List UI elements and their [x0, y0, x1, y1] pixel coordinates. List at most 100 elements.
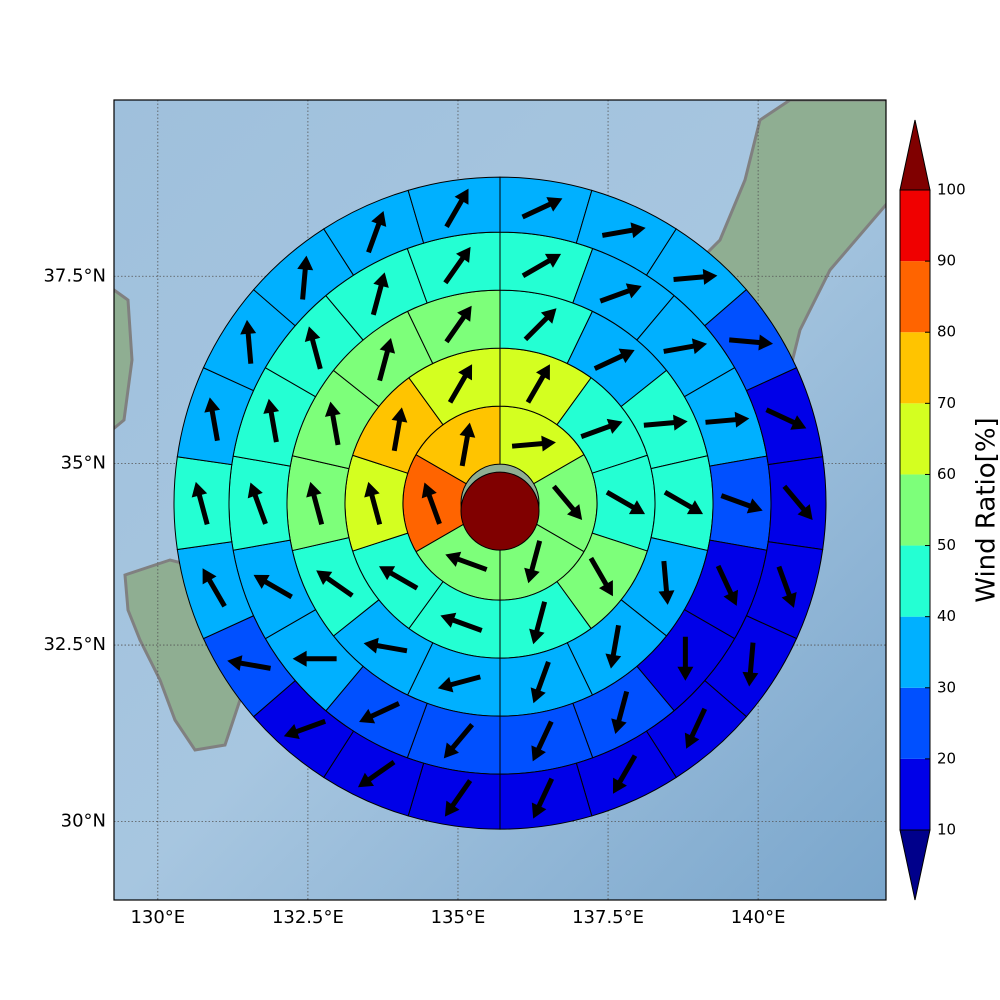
colorbar-tick-label: 40 [937, 607, 956, 625]
colorbar-under [899, 829, 931, 901]
wind-arrow [437, 674, 481, 693]
wind-arrow [599, 283, 642, 304]
wind-arrow [324, 401, 341, 446]
wind-arrow [588, 556, 613, 597]
wind-arrow [283, 718, 327, 740]
x-tick-label: 140°E [731, 907, 786, 928]
y-tick-label: 32.5°N [43, 634, 106, 655]
colorbar-bin [900, 687, 930, 759]
wind-arrow [304, 326, 323, 370]
x-tick-label: 135°E [431, 907, 486, 928]
wind-arrow [357, 760, 396, 788]
wind-arrow [611, 690, 630, 734]
wind-arrow [253, 574, 293, 600]
wind-arrow [511, 435, 556, 452]
wind-arrow [523, 308, 557, 342]
wind-overlay [173, 176, 827, 830]
colorbar-bin [900, 616, 930, 688]
wind-arrow [364, 481, 383, 526]
wind-arrow [366, 210, 387, 254]
wind-arrow [677, 636, 694, 681]
wind-arrow [705, 411, 750, 428]
wind-arrow [673, 268, 718, 285]
wind-arrow [443, 723, 475, 759]
wind-arrow [297, 255, 314, 300]
wind-arrow [421, 482, 442, 525]
colorbar-bin [900, 332, 930, 404]
wind-arrow [728, 334, 774, 351]
wind-arrow [593, 348, 635, 371]
colorbar-bin [900, 190, 930, 262]
korea-coast [114, 288, 134, 431]
wind-arrow [316, 570, 354, 598]
wind-arrow [643, 414, 688, 431]
colorbar-tick-label: 90 [937, 252, 956, 270]
colorbar-bin [900, 261, 930, 333]
wind-arrow [204, 397, 221, 442]
wind-arrow [444, 305, 472, 344]
colorbar-tick-label: 30 [937, 678, 956, 696]
wind-arrow [663, 489, 704, 515]
x-tick-label: 130°E [130, 907, 185, 928]
center-disk [460, 471, 540, 551]
colorbar-bin [900, 758, 930, 830]
wind-arrow [370, 272, 389, 316]
wind-arrow [782, 484, 813, 521]
wind-arrow [658, 560, 675, 605]
x-tick-label: 132.5°E [272, 907, 344, 928]
colorbar-tick-label: 70 [937, 394, 956, 412]
wind-arrow [445, 551, 488, 572]
wind-arrow [613, 754, 638, 794]
colorbar-bin [900, 545, 930, 617]
wind-arrow [521, 197, 563, 220]
wind-arrow [440, 612, 483, 633]
wind-arrow [605, 624, 622, 669]
wind-arrow [247, 482, 268, 525]
wind-arrow [605, 489, 646, 515]
wind-arrow [202, 568, 227, 608]
wind-arrow [263, 398, 280, 443]
wind-arrow [776, 565, 797, 608]
wind-arrow [359, 701, 400, 724]
y-tick-label: 35°N [61, 452, 106, 473]
wind-arrow [720, 493, 763, 514]
colorbar-tick-label: 20 [937, 749, 956, 767]
wind-arrow [391, 407, 408, 452]
wind-arrow [521, 253, 562, 279]
wind-arrow [601, 222, 646, 239]
wind-arrow [530, 661, 551, 704]
colorbar-bin [900, 474, 930, 546]
wind-arrow [363, 637, 408, 654]
wind-arrow [529, 601, 548, 645]
colorbar-tick-label: 10 [937, 821, 956, 839]
wind-arrow [459, 422, 476, 467]
wind-arrow [444, 188, 469, 229]
colorbar-tick-label: 80 [937, 323, 956, 341]
wind-arrow [306, 481, 325, 526]
y-tick-label: 37.5°N [43, 265, 106, 286]
wind-arrow [663, 338, 708, 355]
wind-arrow [684, 707, 708, 749]
wind-arrow [715, 564, 739, 606]
wind-arrow [377, 338, 396, 382]
wind-arrow [551, 484, 583, 521]
y-tick-label: 30°N [61, 811, 106, 832]
colorbar-over [899, 119, 931, 191]
wind-arrow [524, 540, 543, 584]
colorbar-label: Wind Ratio[%] [972, 417, 1000, 602]
colorbar: 10 20 30 40 50 60 70 80 90 100 [899, 119, 966, 901]
wind-arrow [531, 777, 555, 819]
wind-arrow [227, 655, 271, 672]
wind-arrow [525, 364, 550, 404]
x-tick-label: 137.5°E [572, 907, 644, 928]
wind-arrow [240, 319, 257, 364]
wind-arrow [765, 407, 807, 430]
wind-arrow [443, 246, 471, 285]
wind-arrow [444, 779, 473, 817]
wind-arrow [742, 642, 759, 687]
colorbar-tick-label: 50 [937, 536, 956, 554]
axis-ticks: 130°E 132.5°E 135°E 137.5°E 140°E 30°N 32.5°N 3… [43, 265, 785, 928]
colorbar-bin [900, 403, 930, 475]
wind-arrow [447, 364, 473, 404]
